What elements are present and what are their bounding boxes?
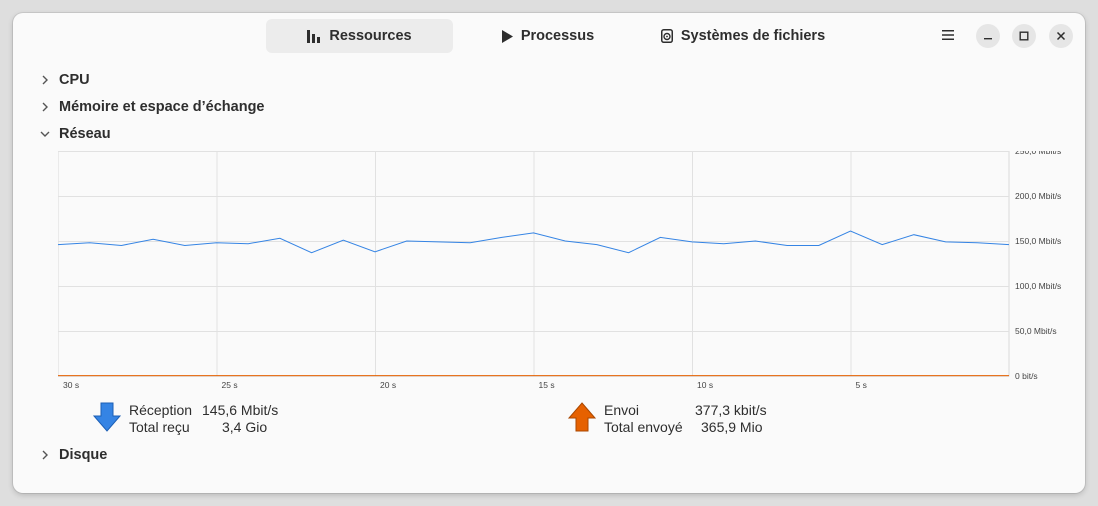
- chevron-down-icon: [37, 126, 53, 142]
- hamburger-icon: [942, 30, 954, 40]
- section-cpu-label: CPU: [59, 72, 90, 88]
- receive-total: 3,4 Gio: [222, 419, 268, 435]
- x-tick-label: 30 s: [63, 380, 79, 390]
- network-graph: 250,0 Mbit/s 200,0 Mbit/s 150,0 Mbit/s 100,…: [58, 151, 1068, 391]
- receive-legend: Réception 145,6 Mbit/s Total reçu 3,4 Gi…: [92, 402, 352, 438]
- minimize-icon: [984, 38, 992, 40]
- y-tick-label: 100,0 Mbit/s: [1015, 281, 1061, 291]
- section-disk-label: Disque: [59, 447, 108, 463]
- tab-processes[interactable]: Processus: [453, 19, 643, 53]
- tab-resources-label: Ressources: [329, 28, 412, 44]
- y-tick-label: 250,0 Mbit/s: [1015, 151, 1061, 156]
- section-memory[interactable]: Mémoire et espace d’échange: [37, 97, 265, 117]
- x-tick-label: 10 s: [697, 380, 713, 390]
- maximize-icon: [1019, 31, 1029, 41]
- section-network-label: Réseau: [59, 126, 111, 142]
- view-switcher: Ressources Processus Systèmes de fichier…: [266, 19, 843, 53]
- x-tick-label: 15 s: [539, 380, 555, 390]
- system-monitor-window: Ressources Processus Systèmes de fichier…: [13, 13, 1085, 493]
- send-total: 365,9 Mio: [701, 419, 763, 435]
- close-icon: [1056, 31, 1066, 41]
- minimize-button[interactable]: [976, 24, 1000, 48]
- chevron-right-icon: [37, 72, 53, 88]
- section-memory-label: Mémoire et espace d’échange: [59, 99, 265, 115]
- disk-icon: [660, 29, 673, 43]
- y-tick-label: 0 bit/s: [1015, 371, 1038, 381]
- maximize-button[interactable]: [1012, 24, 1036, 48]
- chevron-right-icon: [37, 99, 53, 115]
- y-tick-label: 200,0 Mbit/s: [1015, 191, 1061, 201]
- section-disk[interactable]: Disque: [37, 445, 107, 465]
- x-tick-label: 5 s: [856, 380, 867, 390]
- bar-chart-icon: [307, 29, 321, 43]
- y-tick-label: 150,0 Mbit/s: [1015, 236, 1061, 246]
- x-tick-label: 25 s: [222, 380, 238, 390]
- section-network[interactable]: Réseau: [37, 124, 111, 144]
- close-button[interactable]: [1049, 24, 1073, 48]
- receive-total-label: Total reçu: [129, 419, 190, 435]
- tab-file-systems-label: Systèmes de fichiers: [680, 28, 826, 44]
- download-arrow-icon: [92, 402, 122, 435]
- tab-processes-label: Processus: [520, 28, 595, 44]
- network-chart: 250,0 Mbit/s 200,0 Mbit/s 150,0 Mbit/s 100,…: [58, 151, 1061, 390]
- play-icon: [501, 29, 513, 43]
- section-cpu[interactable]: CPU: [37, 70, 90, 90]
- x-tick-label: 20 s: [380, 380, 396, 390]
- tab-file-systems[interactable]: Systèmes de fichiers: [643, 19, 843, 53]
- chevron-right-icon: [37, 447, 53, 463]
- send-legend: Envoi 377,3 kbit/s Total envoyé 365,9 Mi…: [567, 402, 827, 438]
- upload-arrow-icon: [567, 402, 597, 435]
- receive-label: Réception: [129, 402, 193, 418]
- tab-resources[interactable]: Ressources: [266, 19, 453, 53]
- receive-rate: 145,6 Mbit/s: [202, 402, 279, 418]
- y-tick-label: 50,0 Mbit/s: [1015, 326, 1057, 336]
- send-total-label: Total envoyé: [604, 419, 683, 435]
- series-line-receive: [58, 230, 1010, 254]
- send-rate: 377,3 kbit/s: [695, 402, 767, 418]
- send-label: Envoi: [604, 402, 640, 418]
- menu-button[interactable]: [938, 24, 958, 46]
